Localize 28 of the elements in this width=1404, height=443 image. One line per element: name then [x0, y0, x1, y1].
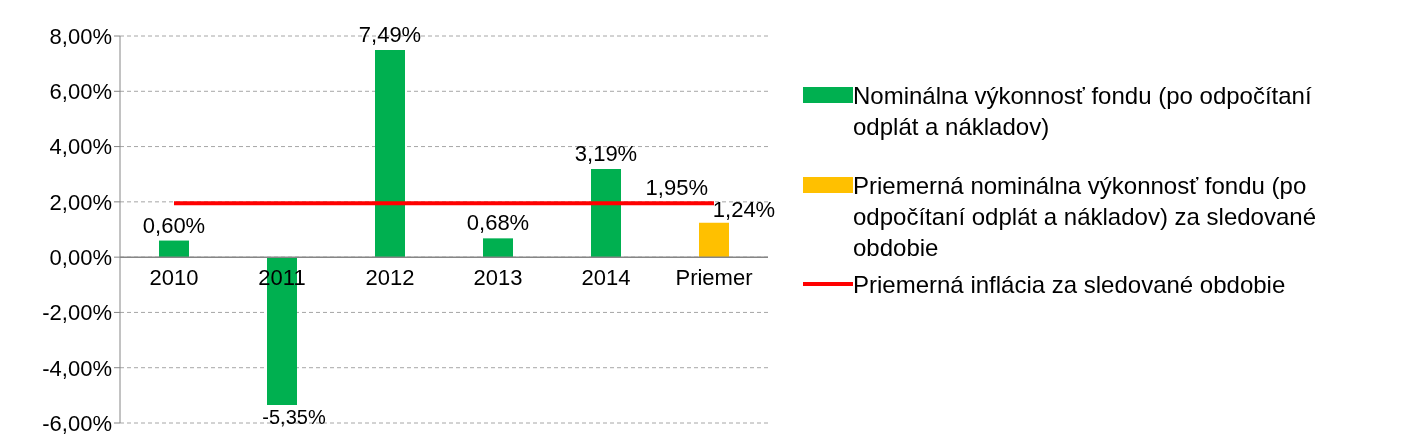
x-tick-label: 2013	[473, 265, 523, 291]
y-tick-label: 4,00%	[49, 134, 112, 160]
y-tick-label: -6,00%	[42, 410, 112, 436]
y-tick-label: -4,00%	[42, 355, 112, 381]
bar	[375, 50, 405, 258]
y-tick-label: 8,00%	[49, 23, 112, 49]
x-tick-label: 2014	[581, 265, 631, 291]
y-tick-label: 2,00%	[49, 189, 112, 215]
x-tick-label: 2012	[365, 265, 415, 291]
y-tick-label: 6,00%	[49, 79, 112, 105]
bar	[483, 238, 513, 258]
legend-label: Priemerná nominálna výkonnosť fondu (po odpočítaní odplát a nákladov) za sledované obdobie	[853, 171, 1317, 263]
data-label: 0,68%	[466, 210, 530, 236]
bar	[699, 222, 729, 258]
y-tick-label: -2,00%	[42, 300, 112, 326]
bar	[159, 240, 189, 258]
data-label: 7,49%	[358, 22, 422, 48]
y-tick-label: 0,00%	[49, 244, 112, 270]
data-label: 3,19%	[574, 140, 638, 166]
bar	[591, 168, 621, 258]
data-label: -5,35%	[262, 406, 326, 429]
x-tick-label: 2010	[149, 265, 199, 291]
data-label: 1,95%	[645, 175, 708, 201]
legend-label: Nominálna výkonnosť fondu (po odpočítaní odplát a nákladov)	[853, 81, 1313, 142]
legend-label: Priemerná inflácia za sledované obdobie	[853, 270, 1287, 300]
data-label: 1,24%	[712, 196, 776, 222]
x-tick-label: Priemer	[675, 265, 753, 291]
data-label: 0,60%	[142, 212, 206, 238]
